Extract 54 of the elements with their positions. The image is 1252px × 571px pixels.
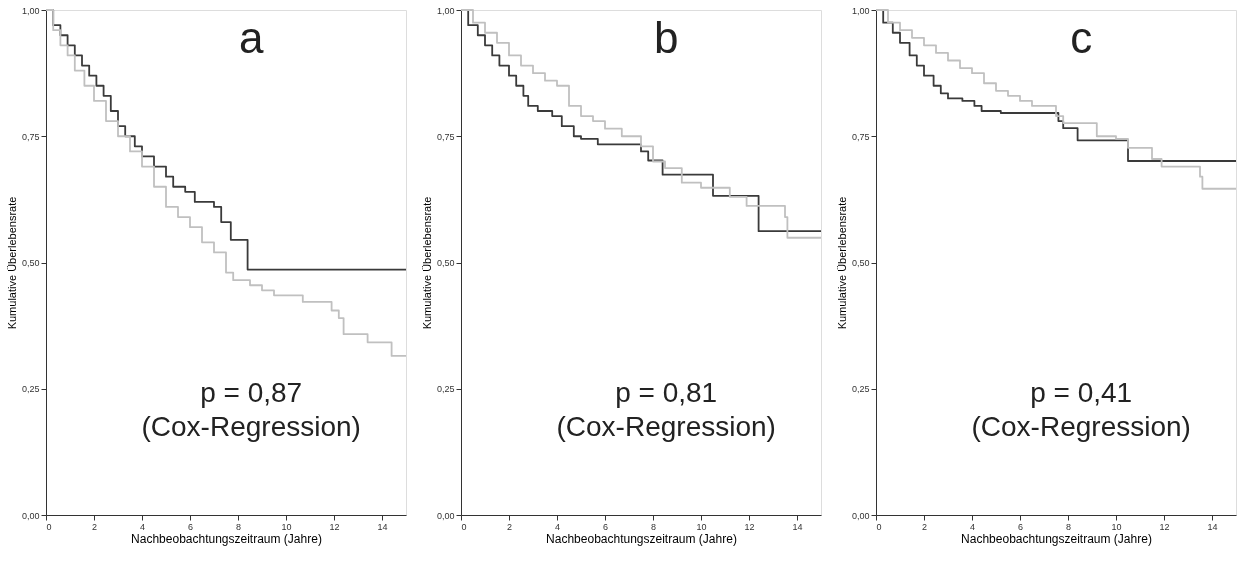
x-tick-label: 8	[235, 521, 242, 532]
y-tick-label: 0,75	[21, 131, 40, 142]
x-tick-label: 6	[1017, 521, 1024, 532]
y-tick-label: 0,25	[21, 384, 40, 395]
chart-title: b	[653, 13, 679, 62]
y-tick-label: 0,25	[436, 384, 455, 395]
y-tick-label: 0,75	[436, 131, 455, 142]
x-tick-label: 4	[139, 521, 146, 532]
x-tick-label: 12	[329, 521, 340, 532]
y-tick-label: 1,00	[21, 5, 40, 16]
y-tick-label: 0,75	[851, 131, 870, 142]
y-axis-title: Kumulative Überlebensrate	[835, 196, 848, 330]
x-tick-label: 2	[506, 521, 513, 532]
annotation: p = 0,81	[615, 376, 718, 408]
x-tick-label: 14	[377, 521, 388, 532]
x-tick-label: 10	[281, 521, 292, 532]
x-tick-label: 0	[46, 521, 52, 532]
y-tick-label: 0,00	[436, 510, 455, 521]
x-tick-label: 6	[602, 521, 609, 532]
chart-title: c	[1070, 13, 1093, 62]
y-tick-label: 0,00	[851, 510, 870, 521]
y-tick-label: 0,50	[21, 258, 40, 268]
x-axis-title: Nachbeobachtungszeitraum (Jahre)	[961, 531, 1152, 546]
annotation: (Cox-Regression)	[971, 410, 1191, 442]
annotation: (Cox-Regression)	[141, 410, 361, 442]
x-tick-label: 12	[1159, 521, 1170, 532]
x-tick-label: 10	[696, 521, 707, 532]
x-tick-label: 2	[91, 521, 98, 532]
y-axis-title: Kumulative Überlebensrate	[5, 196, 18, 330]
y-tick-label: 1,00	[436, 5, 455, 16]
x-tick-label: 2	[921, 521, 928, 532]
y-tick-label: 0,25	[851, 384, 870, 395]
x-tick-label: 8	[650, 521, 657, 532]
y-tick-label: 1,00	[851, 5, 870, 16]
x-tick-label: 12	[744, 521, 755, 532]
x-tick-label: 4	[554, 521, 561, 532]
annotation: p = 0,41	[1030, 376, 1133, 408]
x-axis-title: Nachbeobachtungszeitraum (Jahre)	[546, 531, 737, 546]
y-tick-label: 0,50	[436, 258, 455, 268]
y-axis-title: Kumulative Überlebensrate	[420, 196, 433, 330]
x-tick-label: 10	[1111, 521, 1122, 532]
x-tick-label: 0	[876, 521, 882, 532]
x-tick-label: 8	[1065, 521, 1072, 532]
x-tick-label: 4	[969, 521, 976, 532]
y-tick-label: 0,50	[851, 258, 870, 268]
annotation: (Cox-Regression)	[556, 410, 776, 442]
x-axis-title: Nachbeobachtungszeitraum (Jahre)	[131, 531, 322, 546]
y-tick-label: 0,00	[21, 510, 40, 521]
x-tick-label: 6	[187, 521, 194, 532]
x-tick-label: 14	[792, 521, 803, 532]
annotation: p = 0,87	[200, 376, 303, 408]
chart-title: a	[238, 13, 264, 62]
x-tick-label: 0	[461, 521, 467, 532]
x-tick-label: 14	[1207, 521, 1218, 532]
